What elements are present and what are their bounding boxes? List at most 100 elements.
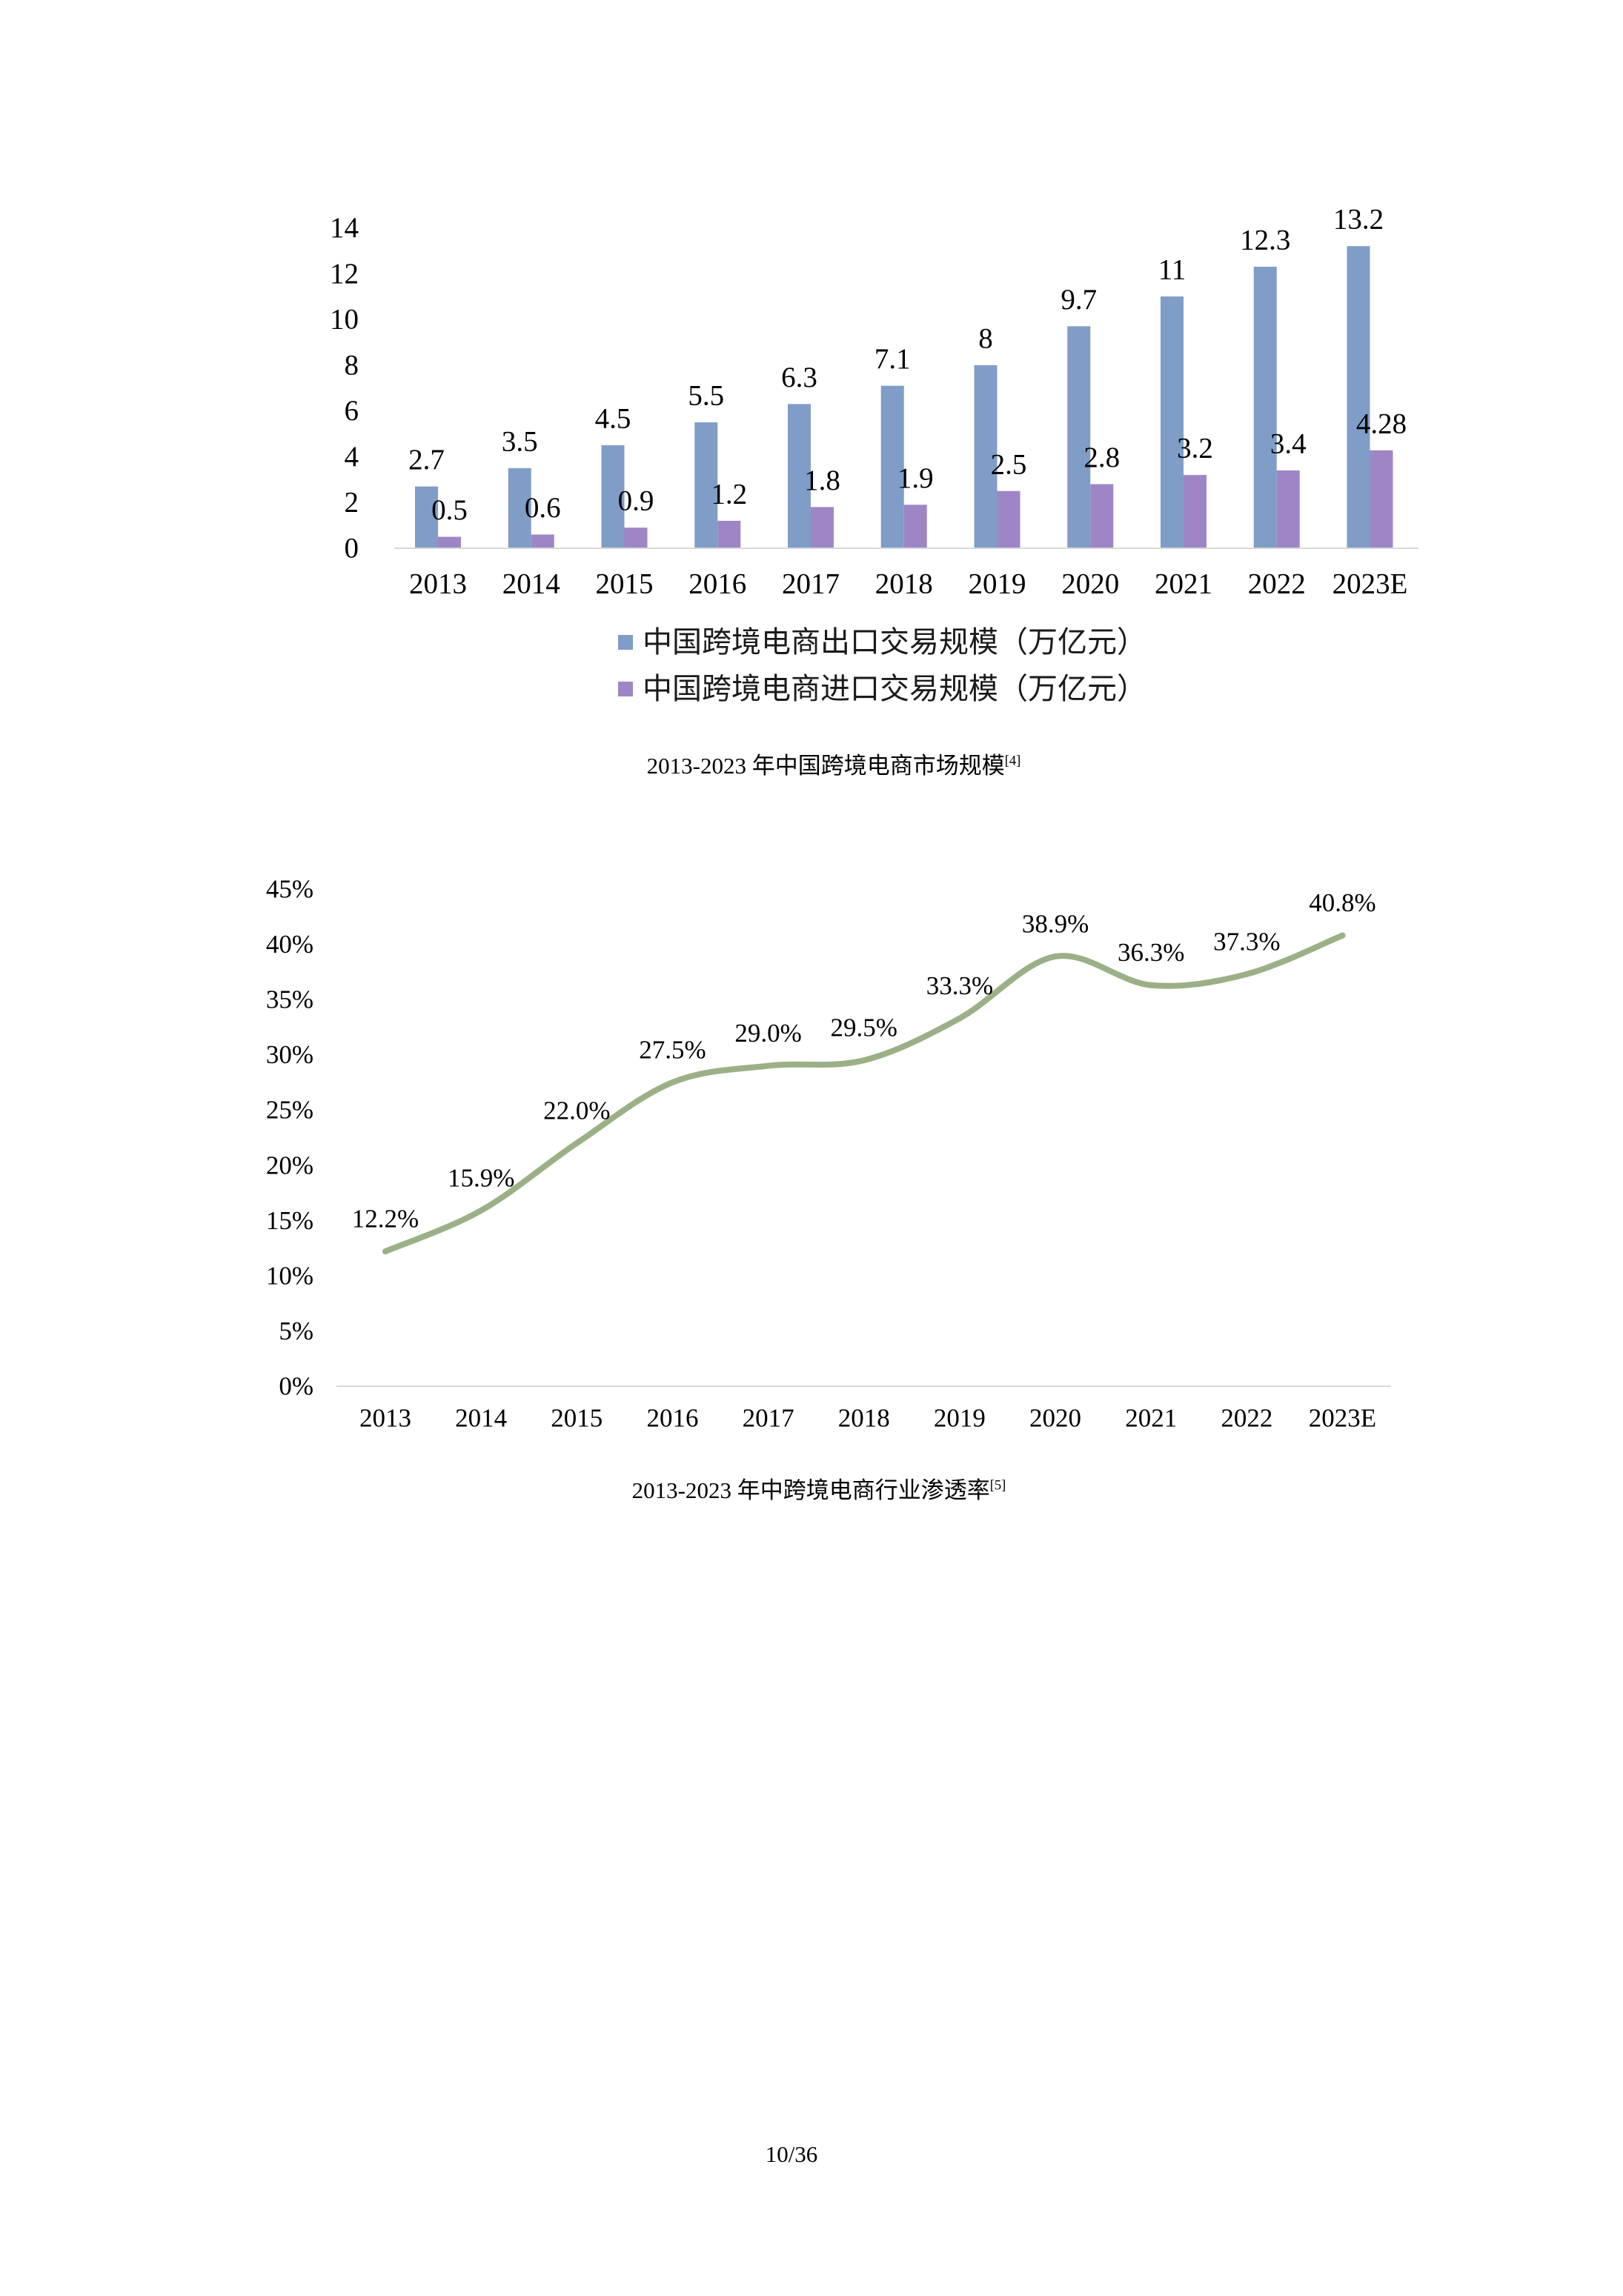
import-volume-data-label: 0.9 (618, 485, 654, 517)
x-tick-label: 2018 (875, 568, 933, 600)
x-tick-label: 2014 (502, 568, 560, 600)
import-volume-bar (811, 507, 834, 548)
penetration-rate-point (860, 1057, 867, 1064)
export-volume-bar (788, 404, 811, 548)
x-tick-label: 2015 (596, 568, 654, 600)
penetration-rate-point (1148, 982, 1155, 988)
y-tick-label: 6 (345, 395, 359, 427)
y-tick-label: 5% (279, 1317, 313, 1345)
export-volume-bar (1347, 246, 1370, 548)
penetration-rate-line-chart: 0% 5% 10% 15% 20% 25% 30% 35% 40% 45% 2013 2014 2015… (266, 875, 1391, 1433)
legend-label-export-volume: 中国跨境电商出口交易规模（万亿元） (643, 625, 1146, 659)
export-volume-bar (694, 422, 718, 548)
import-volume-bar (438, 536, 461, 548)
import-volume-bar (624, 528, 648, 548)
penetration-rate-point (1052, 953, 1059, 959)
penetration-rate-point (765, 1062, 771, 1069)
penetration-rate-point (669, 1079, 676, 1085)
import-volume-bar (717, 520, 741, 548)
x-tick-label: 2016 (688, 568, 746, 600)
export-volume-data-label: 11 (1158, 254, 1186, 286)
data-label-group: 2.7 3.5 4.5 5.5 6.3 7.1 8 9.7 11 12.3 13.2 0.5 0.6 0.… (408, 204, 1407, 526)
y-tick-label: 4 (345, 441, 359, 473)
import-volume-bar (1184, 475, 1207, 548)
x-tick-label: 2022 (1248, 568, 1306, 600)
y-tick-label: 14 (330, 212, 359, 244)
y-tick-label: 2 (345, 487, 359, 519)
x-tick-label: 2017 (782, 568, 840, 600)
import-volume-data-label: 1.8 (804, 465, 840, 496)
export-volume-data-label: 13.2 (1333, 204, 1384, 236)
export-volume-bar (508, 467, 531, 548)
import-volume-bar (531, 534, 554, 548)
penetration-rate-data-label: 27.5% (639, 1035, 706, 1064)
export-volume-data-label: 12.3 (1240, 224, 1290, 256)
x-tick-label: 2023E (1332, 568, 1408, 600)
citation-reference[interactable]: [5] (989, 1477, 1006, 1494)
x-tick-label: 2023E (1309, 1404, 1376, 1433)
legend-swatch-import-volume (618, 682, 633, 696)
import-volume-data-label: 2.8 (1083, 442, 1120, 473)
figure-caption-market-scale: 2013-2023 年中国跨境电商市场规模[4] (647, 751, 1021, 781)
penetration-rate-point (382, 1248, 388, 1255)
x-tick-label: 2021 (1155, 568, 1212, 600)
legend-swatch-export-volume (618, 635, 633, 650)
import-volume-bar (903, 505, 927, 548)
export-volume-data-label: 7.1 (874, 343, 911, 375)
export-volume-bar (601, 445, 625, 548)
import-volume-data-label: 3.2 (1177, 433, 1213, 465)
x-tick-label: 2022 (1221, 1404, 1272, 1433)
penetration-rate-data-label: 22.0% (543, 1096, 610, 1125)
penetration-rate-data-label: 15.9% (448, 1163, 514, 1192)
x-tick-label: 2020 (1029, 1404, 1081, 1433)
citation-reference[interactable]: [4] (1004, 753, 1021, 769)
penetration-rate-point (1339, 932, 1346, 939)
y-tick-label: 45% (266, 875, 313, 904)
y-tick-label: 25% (266, 1096, 313, 1125)
import-volume-bar (1276, 470, 1300, 548)
penetration-rate-point (574, 1139, 580, 1146)
export-volume-data-label: 5.5 (688, 380, 724, 412)
x-tick-label: 2019 (969, 568, 1026, 600)
x-tick-label: 2016 (646, 1404, 698, 1433)
import-volume-bar (1370, 450, 1393, 548)
export-volume-bar (1253, 267, 1277, 548)
y-tick-label: 30% (266, 1040, 313, 1069)
y-tick-label: 0 (345, 533, 359, 565)
bar-series-group (415, 246, 1393, 548)
import-volume-data-label: 0.6 (525, 492, 561, 524)
penetration-rate-point (1244, 971, 1250, 977)
y-tick-label: 20% (266, 1151, 313, 1179)
export-volume-data-label: 4.5 (595, 402, 631, 434)
x-tick-label: 2013 (359, 1404, 411, 1433)
x-tick-label: 2014 (455, 1404, 507, 1433)
import-volume-data-label: 1.9 (897, 462, 934, 494)
cross-border-ecommerce-scale-bar-chart: 2.7 3.5 4.5 5.5 6.3 7.1 8 9.7 11 12.3 13.2 0.5 0.6 0.… (330, 204, 1418, 706)
export-volume-bar (1161, 296, 1184, 548)
export-volume-data-label: 9.7 (1061, 284, 1097, 316)
y-tick-label: 8 (345, 349, 359, 381)
export-volume-data-label: 3.5 (502, 425, 538, 457)
x-tick-label: 2019 (934, 1404, 986, 1433)
figure-caption-text: 2013-2023 年中国跨境电商市场规模 (646, 753, 1005, 779)
y-tick-label: 0% (279, 1372, 313, 1401)
y-tick-label: 10 (330, 304, 359, 336)
export-volume-data-label: 2.7 (408, 444, 445, 476)
y-tick-label: 40% (266, 930, 313, 959)
y-tick-label: 15% (266, 1206, 313, 1235)
import-volume-bar (997, 490, 1020, 548)
import-volume-data-label: 3.4 (1270, 427, 1307, 459)
x-tick-label: 2015 (551, 1404, 603, 1433)
export-volume-data-label: 6.3 (781, 362, 817, 393)
y-tick-label: 12 (330, 258, 359, 290)
page-number: 10/36 (765, 2141, 818, 2167)
x-tick-label: 2021 (1125, 1404, 1177, 1433)
penetration-rate-point (478, 1207, 485, 1214)
figure-caption-penetration-rate: 2013-2023 年中跨境电商行业渗透率[5] (632, 1476, 1006, 1505)
penetration-rate-data-label: 33.3% (926, 971, 993, 1000)
penetration-rate-data-label: 40.8% (1309, 888, 1375, 917)
penetration-rate-data-label: 36.3% (1118, 938, 1184, 967)
penetration-rate-data-label: 12.2% (352, 1205, 419, 1234)
x-tick-label: 2017 (743, 1404, 794, 1433)
